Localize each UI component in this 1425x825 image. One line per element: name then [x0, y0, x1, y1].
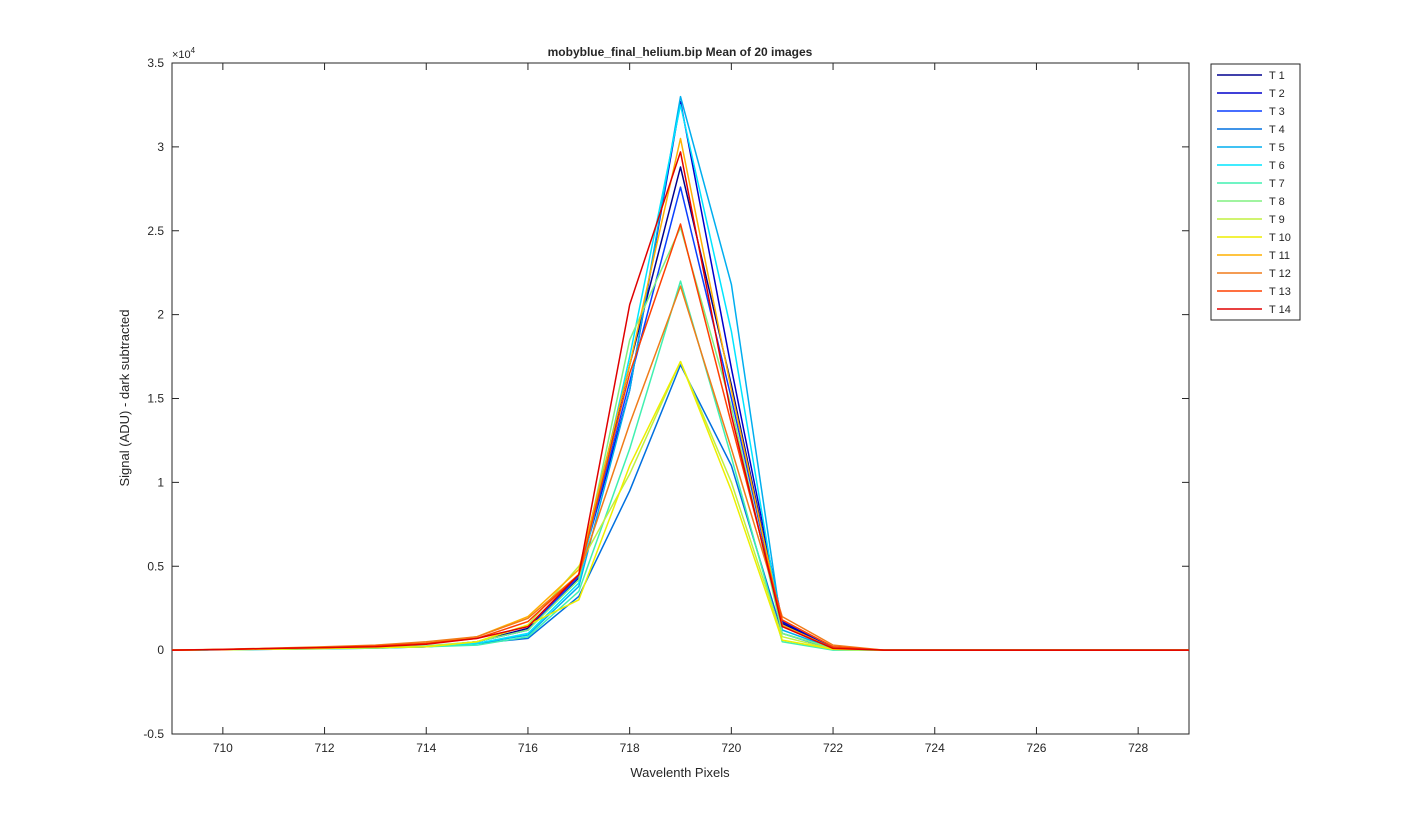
y-axis-label: Signal (ADU) - dark subtracted	[117, 309, 132, 486]
legend-label-t13: T 13	[1269, 286, 1291, 298]
x-tick-label: 714	[416, 741, 436, 755]
x-axis-label: Wavelenth Pixels	[630, 765, 730, 780]
x-tick-label: 722	[823, 741, 843, 755]
y-tick-label: 1	[157, 475, 164, 489]
series-lines	[171, 95, 1189, 651]
y-tick-label: 2.5	[147, 224, 164, 238]
y-axis: -0.5 0 0.5 1 1.5 2 2.5 3 3.5	[143, 56, 1189, 741]
x-tick-label: 728	[1128, 741, 1148, 755]
legend-label-t2: T 2	[1269, 88, 1285, 100]
legend-label-t7: T 7	[1269, 178, 1285, 190]
legend-label-t14: T 14	[1269, 304, 1291, 316]
plot-area: 710 712 714 716 718 720 722 724 726 728 -0.5 0 0.5 1…	[143, 56, 1190, 755]
x-tick-label: 716	[518, 741, 538, 755]
x-tick-label: 724	[925, 741, 945, 755]
legend-label-t5: T 5	[1269, 142, 1285, 154]
legend-label-t4: T 4	[1269, 124, 1285, 136]
x-tick-label: 726	[1026, 741, 1046, 755]
axes-box	[171, 62, 1190, 735]
y-tick-label: -0.5	[143, 727, 164, 741]
y-exponent-power: 4	[191, 46, 196, 55]
y-tick-label: 1.5	[147, 392, 164, 406]
y-exponent-base: ×10	[172, 49, 191, 61]
legend-label-t3: T 3	[1269, 106, 1285, 118]
legend-label-t1: T 1	[1269, 70, 1285, 82]
y-tick-label: 3.5	[147, 56, 164, 70]
legend-label-t10: T 10	[1269, 232, 1291, 244]
x-tick-label: 710	[213, 741, 233, 755]
legend-label-t11: T 11	[1269, 250, 1290, 262]
legend-label-t6: T 6	[1269, 160, 1285, 172]
legend-items: T 1 T 2 T 3 T 4 T 5 T 6 T 7 T 8 T 9 T 10 T 11 T 12 T…	[1217, 70, 1291, 316]
svg-text:×104: ×104	[172, 46, 196, 61]
x-tick-label: 718	[620, 741, 640, 755]
y-tick-label: 3	[157, 140, 164, 154]
x-axis: 710 712 714 716 718 720 722 724 726 728	[213, 63, 1148, 755]
chart-title: mobyblue_final_helium.bip Mean of 20 ima…	[548, 45, 813, 59]
legend-label-t8: T 8	[1269, 196, 1285, 208]
legend-label-t12: T 12	[1269, 268, 1291, 280]
legend-label-t9: T 9	[1269, 214, 1285, 226]
y-tick-label: 0.5	[147, 559, 164, 573]
legend-box	[1210, 63, 1301, 321]
y-tick-label: 0	[157, 643, 164, 657]
x-tick-label: 712	[315, 741, 335, 755]
legend: T 1 T 2 T 3 T 4 T 5 T 6 T 7 T 8 T 9 T 10 T 11 T 12 T…	[1210, 63, 1301, 321]
y-tick-label: 2	[157, 308, 164, 322]
y-exponent-label: ×104	[172, 46, 196, 61]
x-tick-label: 720	[721, 741, 741, 755]
series-line-t14	[171, 151, 1189, 651]
